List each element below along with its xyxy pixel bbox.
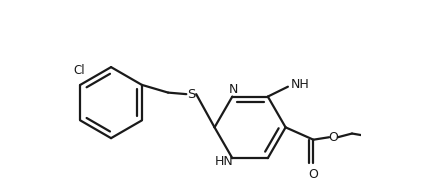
Text: O: O [308, 168, 318, 181]
Text: HN: HN [214, 155, 233, 168]
Text: Cl: Cl [73, 64, 85, 77]
Text: NH: NH [291, 78, 310, 91]
Text: S: S [187, 88, 196, 101]
Text: O: O [328, 131, 338, 144]
Text: N: N [229, 83, 239, 96]
